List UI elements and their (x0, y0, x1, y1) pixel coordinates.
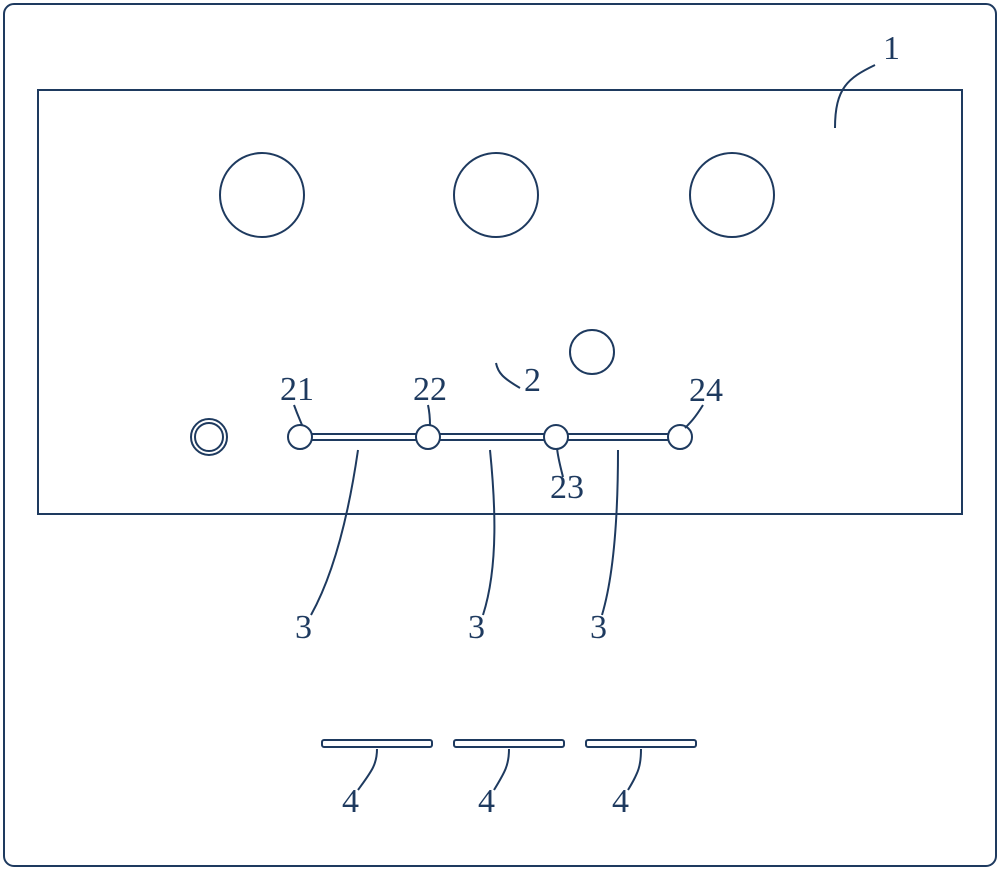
small-circle-left-inner (195, 423, 223, 451)
label-L23: 23 (550, 469, 584, 506)
label-L4b: 4 (478, 783, 495, 820)
leader-lines (294, 65, 875, 790)
large-circle-1 (220, 153, 304, 237)
leader-L3b (483, 450, 494, 615)
tube-4c (586, 740, 696, 747)
label-L21: 21 (280, 371, 314, 408)
leader-L4a (358, 749, 377, 790)
leader-L4b (494, 749, 509, 790)
node-22 (416, 425, 440, 449)
node-21 (288, 425, 312, 449)
leader-L4c (628, 749, 641, 790)
label-L3c: 3 (590, 609, 607, 646)
leader-L3c (602, 450, 618, 615)
label-L2: 2 (524, 362, 541, 399)
node-23 (544, 425, 568, 449)
label-L1: 1 (883, 30, 900, 67)
leader-L3a (311, 450, 358, 615)
small-circle-left (191, 419, 227, 455)
leader-L1 (835, 65, 875, 128)
label-L3a: 3 (295, 609, 312, 646)
label-L4a: 4 (342, 783, 359, 820)
label-L22: 22 (413, 371, 447, 408)
tube-4a (322, 740, 432, 747)
small-circle-upper (570, 330, 614, 374)
tube-4b (454, 740, 564, 747)
large-circle-3 (690, 153, 774, 237)
node-24 (668, 425, 692, 449)
labels: 1 2 21 22 23 24 3 3 3 4 4 4 (280, 30, 900, 820)
leader-L21 (294, 405, 302, 425)
leader-L2 (496, 363, 520, 388)
node-connector-bar (312, 434, 668, 440)
diagram-canvas: 1 2 21 22 23 24 3 3 3 4 4 4 (0, 0, 1000, 870)
label-L3b: 3 (468, 609, 485, 646)
large-circle-2 (454, 153, 538, 237)
label-L24: 24 (689, 372, 723, 409)
leader-L22 (428, 405, 430, 426)
label-L4c: 4 (612, 783, 629, 820)
